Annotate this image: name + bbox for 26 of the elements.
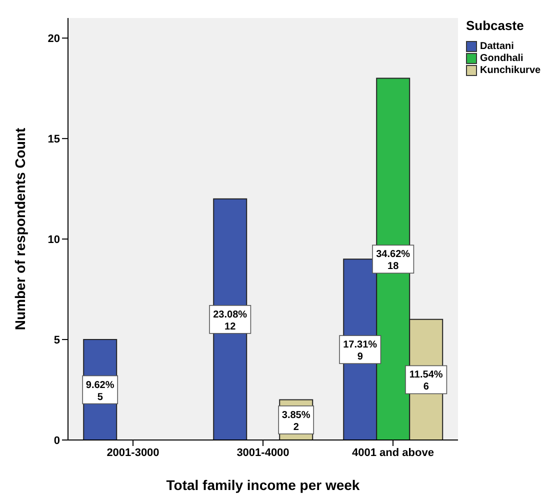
y-axis-title: Number of respondents Count — [12, 128, 28, 330]
y-tick-label: 10 — [48, 234, 60, 246]
y-tick-label: 0 — [54, 434, 60, 447]
label-box: 17.31% 9 — [339, 335, 382, 364]
data-label: 17.31% 9 — [343, 340, 378, 363]
data-label: 11.54% 6 — [409, 370, 443, 393]
x-tick-label: 3001-4000 — [236, 446, 290, 459]
data-label: 3.85% 2 — [282, 410, 310, 433]
label-box: 34.62% 18 — [372, 244, 414, 274]
data-label: 9.62% 5 — [86, 380, 114, 403]
x-tick-label: 2001-3000 — [106, 446, 160, 459]
x-axis-title: Total family income per week — [166, 477, 360, 493]
label-box: 3.85% 2 — [278, 406, 314, 434]
label-box: 11.54% 6 — [405, 365, 448, 394]
legend-label: Kunchikurve — [479, 65, 542, 76]
legend-label: Gondhali — [479, 53, 524, 64]
data-label: 34.62% 18 — [376, 249, 410, 272]
label-box: 9.62% 5 — [82, 375, 118, 404]
label-box: 23.08% 12 — [209, 305, 252, 334]
legend-title: Subcaste — [466, 18, 525, 33]
data-label: 23.08% 12 — [213, 309, 248, 332]
x-tick-label: 4001 and above — [352, 446, 434, 459]
y-tick-label: 5 — [54, 334, 60, 346]
legend-label: Dattani — [479, 41, 515, 52]
y-tick-label: 20 — [48, 33, 60, 45]
y-tick-label: 15 — [48, 133, 60, 146]
